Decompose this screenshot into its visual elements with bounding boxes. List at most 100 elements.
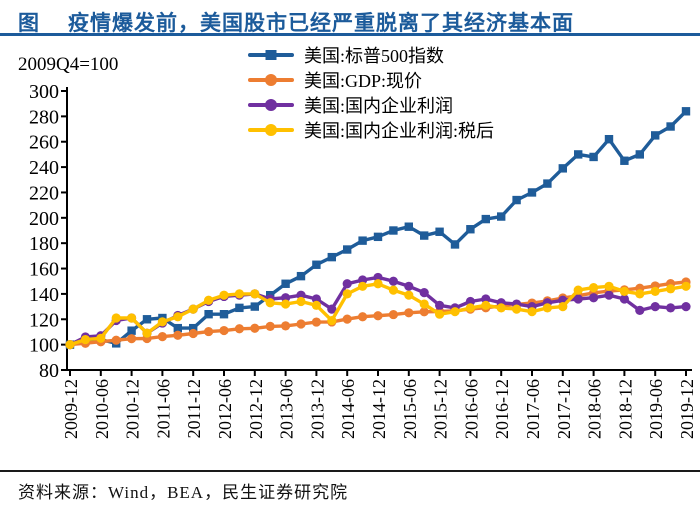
data-point-circle	[80, 334, 90, 345]
data-point-circle	[204, 295, 214, 305]
data-point-circle	[481, 294, 491, 304]
data-point-circle	[604, 290, 614, 300]
data-point-circle	[296, 319, 306, 329]
data-point-square	[235, 303, 244, 313]
data-point-square	[420, 231, 429, 240]
data-point-square	[466, 225, 475, 234]
data-point-circle	[65, 340, 75, 350]
data-point-square	[389, 226, 398, 235]
y-axis-tick-label: 100	[29, 335, 59, 357]
data-point-circle	[419, 307, 429, 317]
data-point-circle	[496, 303, 506, 313]
x-axis-tick-label: 2011-12	[184, 379, 204, 438]
y-axis-tick-label: 80	[39, 360, 59, 382]
x-axis-tick-label: 2012-06	[215, 379, 235, 439]
x-axis-tick-label: 2009-12	[61, 379, 81, 439]
x-axis-tick-label: 2019-06	[646, 379, 666, 439]
data-point-circle	[404, 308, 414, 318]
data-point-circle	[281, 299, 291, 309]
data-point-circle	[127, 334, 137, 344]
data-point-circle	[342, 314, 352, 324]
data-point-circle	[635, 305, 645, 315]
y-axis-tick-label: 260	[29, 132, 59, 154]
data-point-circle	[435, 309, 445, 319]
legend-item-1: 美国:标普500指数	[248, 42, 494, 67]
data-point-circle	[281, 321, 291, 331]
data-point-circle	[157, 317, 167, 327]
data-point-circle	[619, 286, 630, 296]
x-axis-tick-label: 2010-06	[92, 379, 112, 439]
data-point-circle	[419, 288, 429, 298]
legend-item-2: 美国:GDP:现价	[248, 67, 494, 92]
data-point-square	[250, 302, 259, 311]
y-axis-tick-label: 220	[29, 182, 59, 204]
x-axis-tick-label: 2016-06	[461, 379, 481, 439]
legend-line-swatch	[248, 73, 294, 86]
data-point-square	[574, 150, 583, 159]
legend-marker-circle-icon	[265, 98, 277, 111]
figure-title: 疫情爆发前，美国股市已经严重脱离了其经济基本面	[68, 11, 574, 35]
data-point-circle	[465, 303, 475, 313]
legend-line-swatch	[248, 123, 294, 136]
data-point-circle	[435, 300, 445, 310]
data-point-circle	[157, 332, 167, 342]
data-point-circle	[635, 289, 645, 299]
legend-label: 美国:标普500指数	[304, 45, 445, 66]
data-point-square	[127, 326, 136, 335]
x-axis-tick-label: 2015-12	[431, 379, 451, 439]
data-point-circle	[188, 304, 198, 314]
y-axis-tick-label: 160	[29, 259, 59, 281]
data-point-square	[589, 152, 598, 162]
data-point-circle	[681, 301, 691, 312]
data-point-circle	[542, 303, 553, 313]
data-point-circle	[527, 307, 537, 317]
data-point-square	[481, 214, 490, 224]
x-axis-tick-label: 2014-12	[369, 379, 389, 439]
data-point-square	[219, 310, 229, 319]
data-point-circle	[404, 290, 414, 300]
x-axis-tick-label: 2011-06	[153, 379, 173, 438]
legend-label: 美国:GDP:现价	[304, 70, 423, 91]
x-axis-tick-label: 2018-06	[585, 379, 605, 439]
data-point-circle	[388, 285, 398, 295]
data-point-circle	[188, 328, 198, 339]
data-point-circle	[311, 317, 321, 327]
x-axis-tick-label: 2014-06	[338, 379, 358, 439]
data-point-circle	[388, 309, 398, 320]
data-point-square	[204, 310, 213, 319]
data-source-note: 资料来源：Wind，BEA，民生证券研究院	[18, 483, 349, 502]
data-point-circle	[419, 299, 429, 309]
data-point-square	[281, 279, 290, 288]
data-point-square	[343, 245, 352, 254]
legend-label: 美国:国内企业利润	[304, 95, 454, 116]
data-point-circle	[204, 326, 214, 337]
legend-marker-circle-icon	[265, 73, 277, 86]
legend-marker-circle-icon	[265, 123, 277, 136]
chart-legend: 美国:标普500指数 美国:GDP:现价美国:国内企业利润美国:国内企业利润:税后	[248, 42, 494, 142]
data-point-square	[312, 260, 321, 269]
data-point-square	[404, 222, 413, 231]
data-point-circle	[604, 281, 614, 291]
data-point-square	[604, 134, 614, 144]
data-point-square	[635, 150, 644, 159]
data-point-circle	[342, 289, 352, 299]
data-point-circle	[281, 293, 291, 303]
y-axis-tick-label: 300	[29, 81, 59, 103]
data-point-circle	[265, 321, 275, 331]
data-point-circle	[142, 328, 152, 338]
legend-label: 美国:国内企业利润:税后	[304, 120, 495, 141]
data-point-circle	[327, 315, 337, 326]
x-axis-tick-label: 2017-06	[523, 379, 543, 439]
data-point-square	[358, 236, 367, 245]
data-point-square	[142, 315, 152, 324]
x-axis-tick-label: 2017-12	[554, 379, 574, 439]
legend-line-swatch	[248, 49, 294, 60]
y-axis-tick-label: 240	[29, 157, 59, 179]
data-point-circle	[404, 281, 414, 291]
data-point-square	[435, 227, 444, 236]
data-point-circle	[219, 290, 229, 300]
x-axis-tick-label: 2015-06	[400, 379, 420, 439]
data-point-circle	[311, 300, 321, 310]
data-point-circle	[619, 294, 630, 304]
data-point-square	[373, 232, 383, 242]
